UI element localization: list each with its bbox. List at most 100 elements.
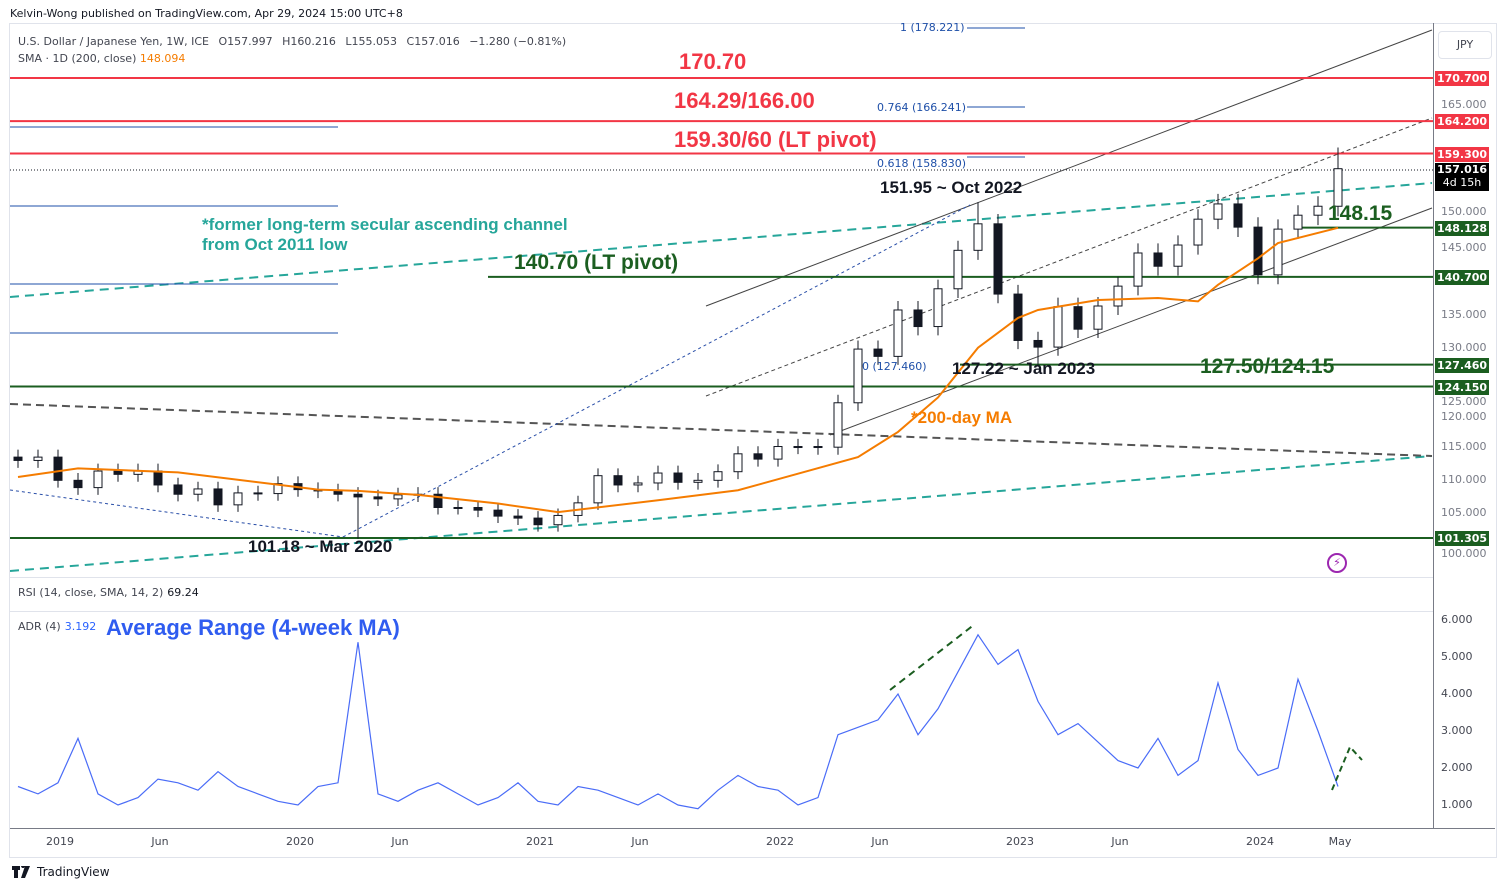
brand-label: TradingView xyxy=(37,865,110,879)
candle-body xyxy=(33,456,43,461)
fib-label-1: 1 (178.221) xyxy=(900,21,965,34)
symbol-legend: U.S. Dollar / Japanese Yen, 1W, ICE O157… xyxy=(18,35,572,48)
main-pane xyxy=(10,27,1433,572)
candle-body xyxy=(793,446,803,449)
adr-line xyxy=(17,633,1339,810)
annotation-164: 164.29/166.00 xyxy=(674,88,815,113)
fib-trend-line-1 xyxy=(10,489,344,538)
rsi-pane xyxy=(10,577,1433,612)
adr-tick: 3.000 xyxy=(1441,724,1473,737)
candle-body xyxy=(1153,252,1163,267)
rsi-legend[interactable]: RSI (14, close, SMA, 14, 2) 69.24 xyxy=(18,586,199,599)
time-tick: 2024 xyxy=(1246,835,1274,848)
candle-body xyxy=(353,493,363,498)
candle-body xyxy=(533,517,543,526)
candle-body xyxy=(1213,203,1223,220)
adr-value: 3.192 xyxy=(64,620,97,633)
candle-body xyxy=(673,472,683,483)
candle-body xyxy=(173,484,183,495)
candle-body xyxy=(713,471,723,481)
time-tick: 2021 xyxy=(526,835,554,848)
price-axis-border xyxy=(1433,23,1434,828)
secular-channel-upper xyxy=(10,182,1433,298)
candle-body xyxy=(393,494,403,500)
annotation-127: 127.50/124.15 xyxy=(1200,355,1335,378)
price-badge: 170.700 xyxy=(1435,71,1489,86)
price-tick: 115.000 xyxy=(1441,440,1487,454)
adr-tick: 5.000 xyxy=(1441,650,1473,663)
candle-body xyxy=(93,470,103,489)
candle-body xyxy=(13,456,23,461)
fib-label-0618: 0.618 (158.830) xyxy=(877,157,967,170)
price-tick: 110.000 xyxy=(1441,473,1487,487)
candle-body xyxy=(873,348,883,357)
candle-body xyxy=(633,482,643,486)
ascending-channel-upper xyxy=(705,29,1433,307)
annotation-high-oct2022: 151.95 ~ Oct 2022 xyxy=(880,178,1023,197)
price-tick: 135.000 xyxy=(1441,307,1487,321)
price-tick: 125.000 xyxy=(1441,395,1487,408)
time-tick: Jun xyxy=(871,835,889,848)
candle-body xyxy=(773,446,783,460)
rsi-value: 69.24 xyxy=(167,586,199,599)
candle-body xyxy=(213,488,223,506)
candle-body xyxy=(1193,218,1203,246)
price-tick: 120.000 xyxy=(1441,410,1487,423)
price-badge: 140.700 xyxy=(1435,269,1489,285)
fib-trend-line-2 xyxy=(342,204,971,538)
candle-body xyxy=(693,479,703,483)
candle-body xyxy=(53,456,63,481)
candle-body xyxy=(193,488,203,495)
ohlc-open: O157.997 xyxy=(218,35,273,48)
candle-body xyxy=(113,470,123,475)
time-axis[interactable] xyxy=(10,828,1495,856)
price-tick: 100.000 xyxy=(1441,547,1487,560)
candle-body xyxy=(993,223,1003,295)
candle-body xyxy=(553,514,563,526)
candle-body xyxy=(1113,285,1123,307)
candle-body xyxy=(1293,214,1303,230)
time-tick: 2022 xyxy=(766,835,794,848)
tradingview-logo-icon xyxy=(12,866,30,878)
sma-value: 148.094 xyxy=(139,52,186,65)
candle-body xyxy=(233,492,243,506)
ohlc-low: L155.053 xyxy=(345,35,398,48)
sma-label: SMA · 1D (200, close) xyxy=(18,52,137,65)
lightning-icon[interactable]: ⚡ xyxy=(1327,553,1347,573)
candle-body xyxy=(1333,168,1343,207)
adr-label-text: ADR (4) xyxy=(18,620,61,633)
candle-body xyxy=(593,475,603,504)
candle-body xyxy=(653,472,663,484)
sma-legend[interactable]: SMA · 1D (200, close) 148.094 xyxy=(18,52,185,65)
adr-pane xyxy=(17,623,1363,810)
candle-body xyxy=(73,479,83,489)
candle-body xyxy=(373,496,383,500)
symbol-name[interactable]: U.S. Dollar / Japanese Yen, 1W, ICE xyxy=(18,35,209,48)
fib-label-0: 0 (127.460) xyxy=(862,360,927,373)
time-tick: 2020 xyxy=(286,835,314,848)
ascending-channel-lower xyxy=(829,207,1433,436)
candle-body xyxy=(493,509,503,517)
tradingview-brand[interactable]: TradingView xyxy=(12,865,110,879)
adr-legend[interactable]: ADR (4) 3.192 xyxy=(18,620,96,633)
adr-tick: 4.000 xyxy=(1441,687,1473,700)
candle-body xyxy=(453,506,463,509)
candle-body xyxy=(1133,252,1143,287)
adr-title: Average Range (4-week MA) xyxy=(106,615,400,640)
currency-button[interactable]: JPY xyxy=(1438,31,1492,59)
price-badge: 164.200 xyxy=(1435,114,1489,130)
price-badge: 124.150 xyxy=(1435,379,1489,395)
candle-body xyxy=(1173,244,1183,267)
candle-body xyxy=(473,506,483,511)
annotation-170: 170.70 xyxy=(679,49,747,74)
adr-trend-recent xyxy=(1331,745,1363,791)
candle-body xyxy=(1313,205,1323,216)
candle-body xyxy=(333,490,343,495)
last-price-badge: 157.016 4d 15h xyxy=(1435,163,1489,191)
time-tick: Jun xyxy=(151,835,169,848)
candle-body xyxy=(973,223,983,251)
ohlc-high: H160.216 xyxy=(282,35,336,48)
candle-body xyxy=(1033,339,1043,348)
annotation-159: 159.30/60 (LT pivot) xyxy=(674,127,877,152)
